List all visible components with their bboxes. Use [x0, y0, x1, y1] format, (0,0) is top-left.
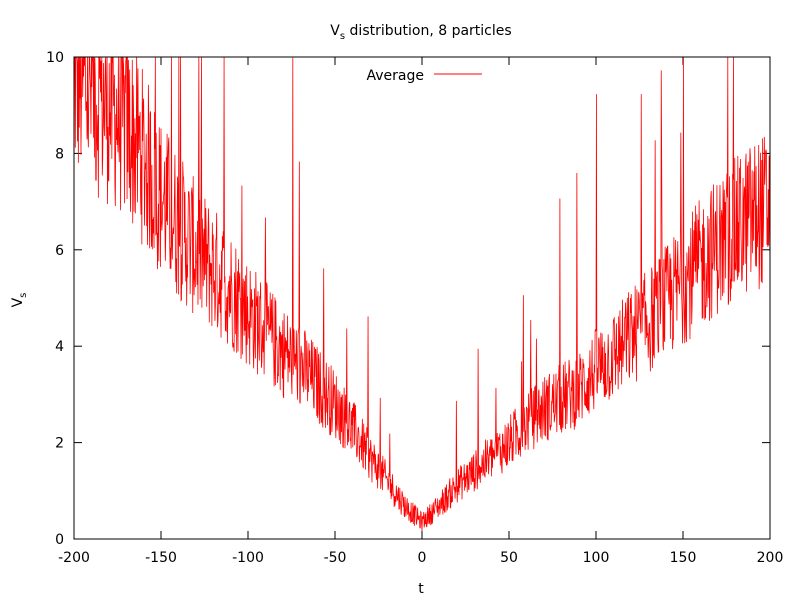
- x-tick-label: 0: [418, 550, 427, 566]
- y-tick-label: 0: [55, 532, 64, 548]
- x-tick-label: -200: [58, 550, 90, 566]
- y-tick-label: 8: [55, 146, 64, 162]
- x-tick-label: 200: [757, 550, 784, 566]
- x-tick-label: -50: [324, 550, 347, 566]
- x-tick-label: 50: [500, 550, 518, 566]
- chart-title: Vs distribution, 8 particles: [330, 23, 511, 42]
- y-tick-label: 6: [55, 243, 64, 259]
- legend: Average: [367, 68, 482, 84]
- plot-frame: [73, 56, 771, 540]
- x-tick-label: 150: [670, 550, 697, 566]
- x-tick-label: -150: [145, 550, 177, 566]
- y-tick-label: 10: [46, 50, 64, 66]
- data-series: [74, 56, 771, 532]
- x-tick-label: -100: [232, 550, 264, 566]
- y-axis-label: Vs: [10, 293, 29, 308]
- axis-ticks: -200 -150 -100 -50 0 50 100 150 200 0 2 4 6 8 10: [46, 50, 783, 566]
- x-axis-label: t: [418, 581, 424, 597]
- x-tick-label: 100: [583, 550, 610, 566]
- series-line: [74, 56, 771, 532]
- y-tick-label: 2: [55, 436, 64, 452]
- y-tick-label: 4: [55, 339, 64, 355]
- legend-label: Average: [367, 68, 425, 84]
